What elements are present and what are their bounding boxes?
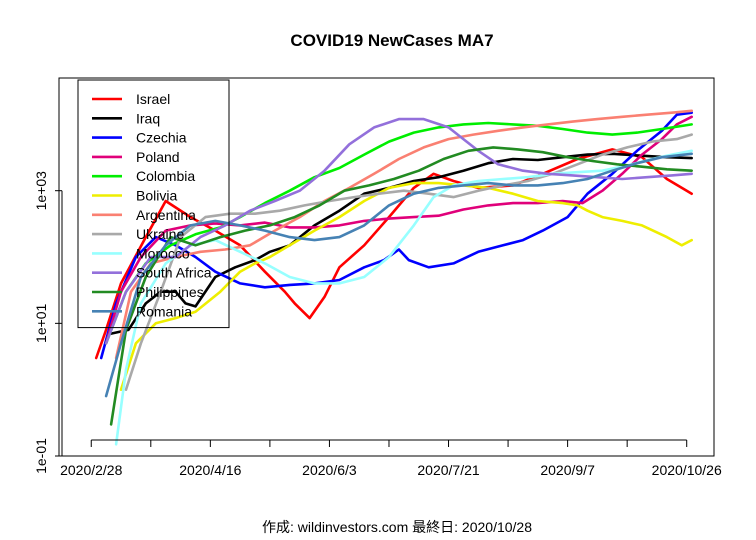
x-axis: 2020/2/28 2020/4/16 2020/6/3 2020/7/21 2020/…: [60, 439, 722, 478]
x-tick-label: 2020/6/3: [302, 462, 357, 478]
chart-title: COVID19 NewCases MA7: [290, 31, 493, 50]
legend-label-argentina: Argentina: [136, 207, 196, 223]
series-line-argentina: [114, 109, 694, 360]
series-line-bolivia: [119, 181, 694, 392]
legend-label-bolivia: Bolivia: [136, 188, 177, 204]
legend-label-philippines: Philippines: [136, 284, 204, 300]
series-line-colombia: [104, 121, 694, 345]
y-tick-label: 1e-01: [33, 438, 49, 474]
series-line-philippines: [109, 146, 694, 426]
legend-label-morocco: Morocco: [136, 245, 190, 261]
legend-label-iraq: Iraq: [136, 110, 160, 126]
series-line-iraq: [109, 152, 694, 335]
x-tick-label: 2020/9/7: [540, 462, 595, 478]
series-line-romania: [104, 152, 694, 398]
x-tick-label: 2020/4/16: [179, 462, 241, 478]
legend: Israel Iraq Czechia Poland Colombia Bolivia Ar…: [77, 79, 230, 329]
series-line-czechia: [99, 111, 694, 360]
x-tick-label: 2020/2/28: [60, 462, 122, 478]
legend-label-czechia: Czechia: [136, 130, 187, 146]
plot-frame: [58, 77, 715, 457]
legend-label-colombia: Colombia: [136, 168, 195, 184]
y-axis: 1e-01 1e+01 1e+03: [33, 171, 63, 474]
chart-caption: 作成: wildinvestors.com 最終日: 2020/10/28: [262, 519, 532, 535]
legend-box: [77, 79, 230, 329]
legend-label-poland: Poland: [136, 149, 180, 165]
x-tick-label: 2020/7/21: [417, 462, 479, 478]
legend-label-ukraine: Ukraine: [136, 226, 184, 242]
x-tick-label: 2020/10/26: [652, 462, 722, 478]
legend-label-israel: Israel: [136, 91, 170, 107]
y-tick-label: 1e+03: [33, 171, 49, 211]
legend-label-romania: Romania: [136, 303, 192, 319]
series-layer: [94, 109, 694, 446]
series-line-ukraine: [124, 133, 694, 392]
legend-label-south-africa: South Africa: [136, 265, 212, 281]
y-tick-label: 1e+01: [33, 303, 49, 343]
